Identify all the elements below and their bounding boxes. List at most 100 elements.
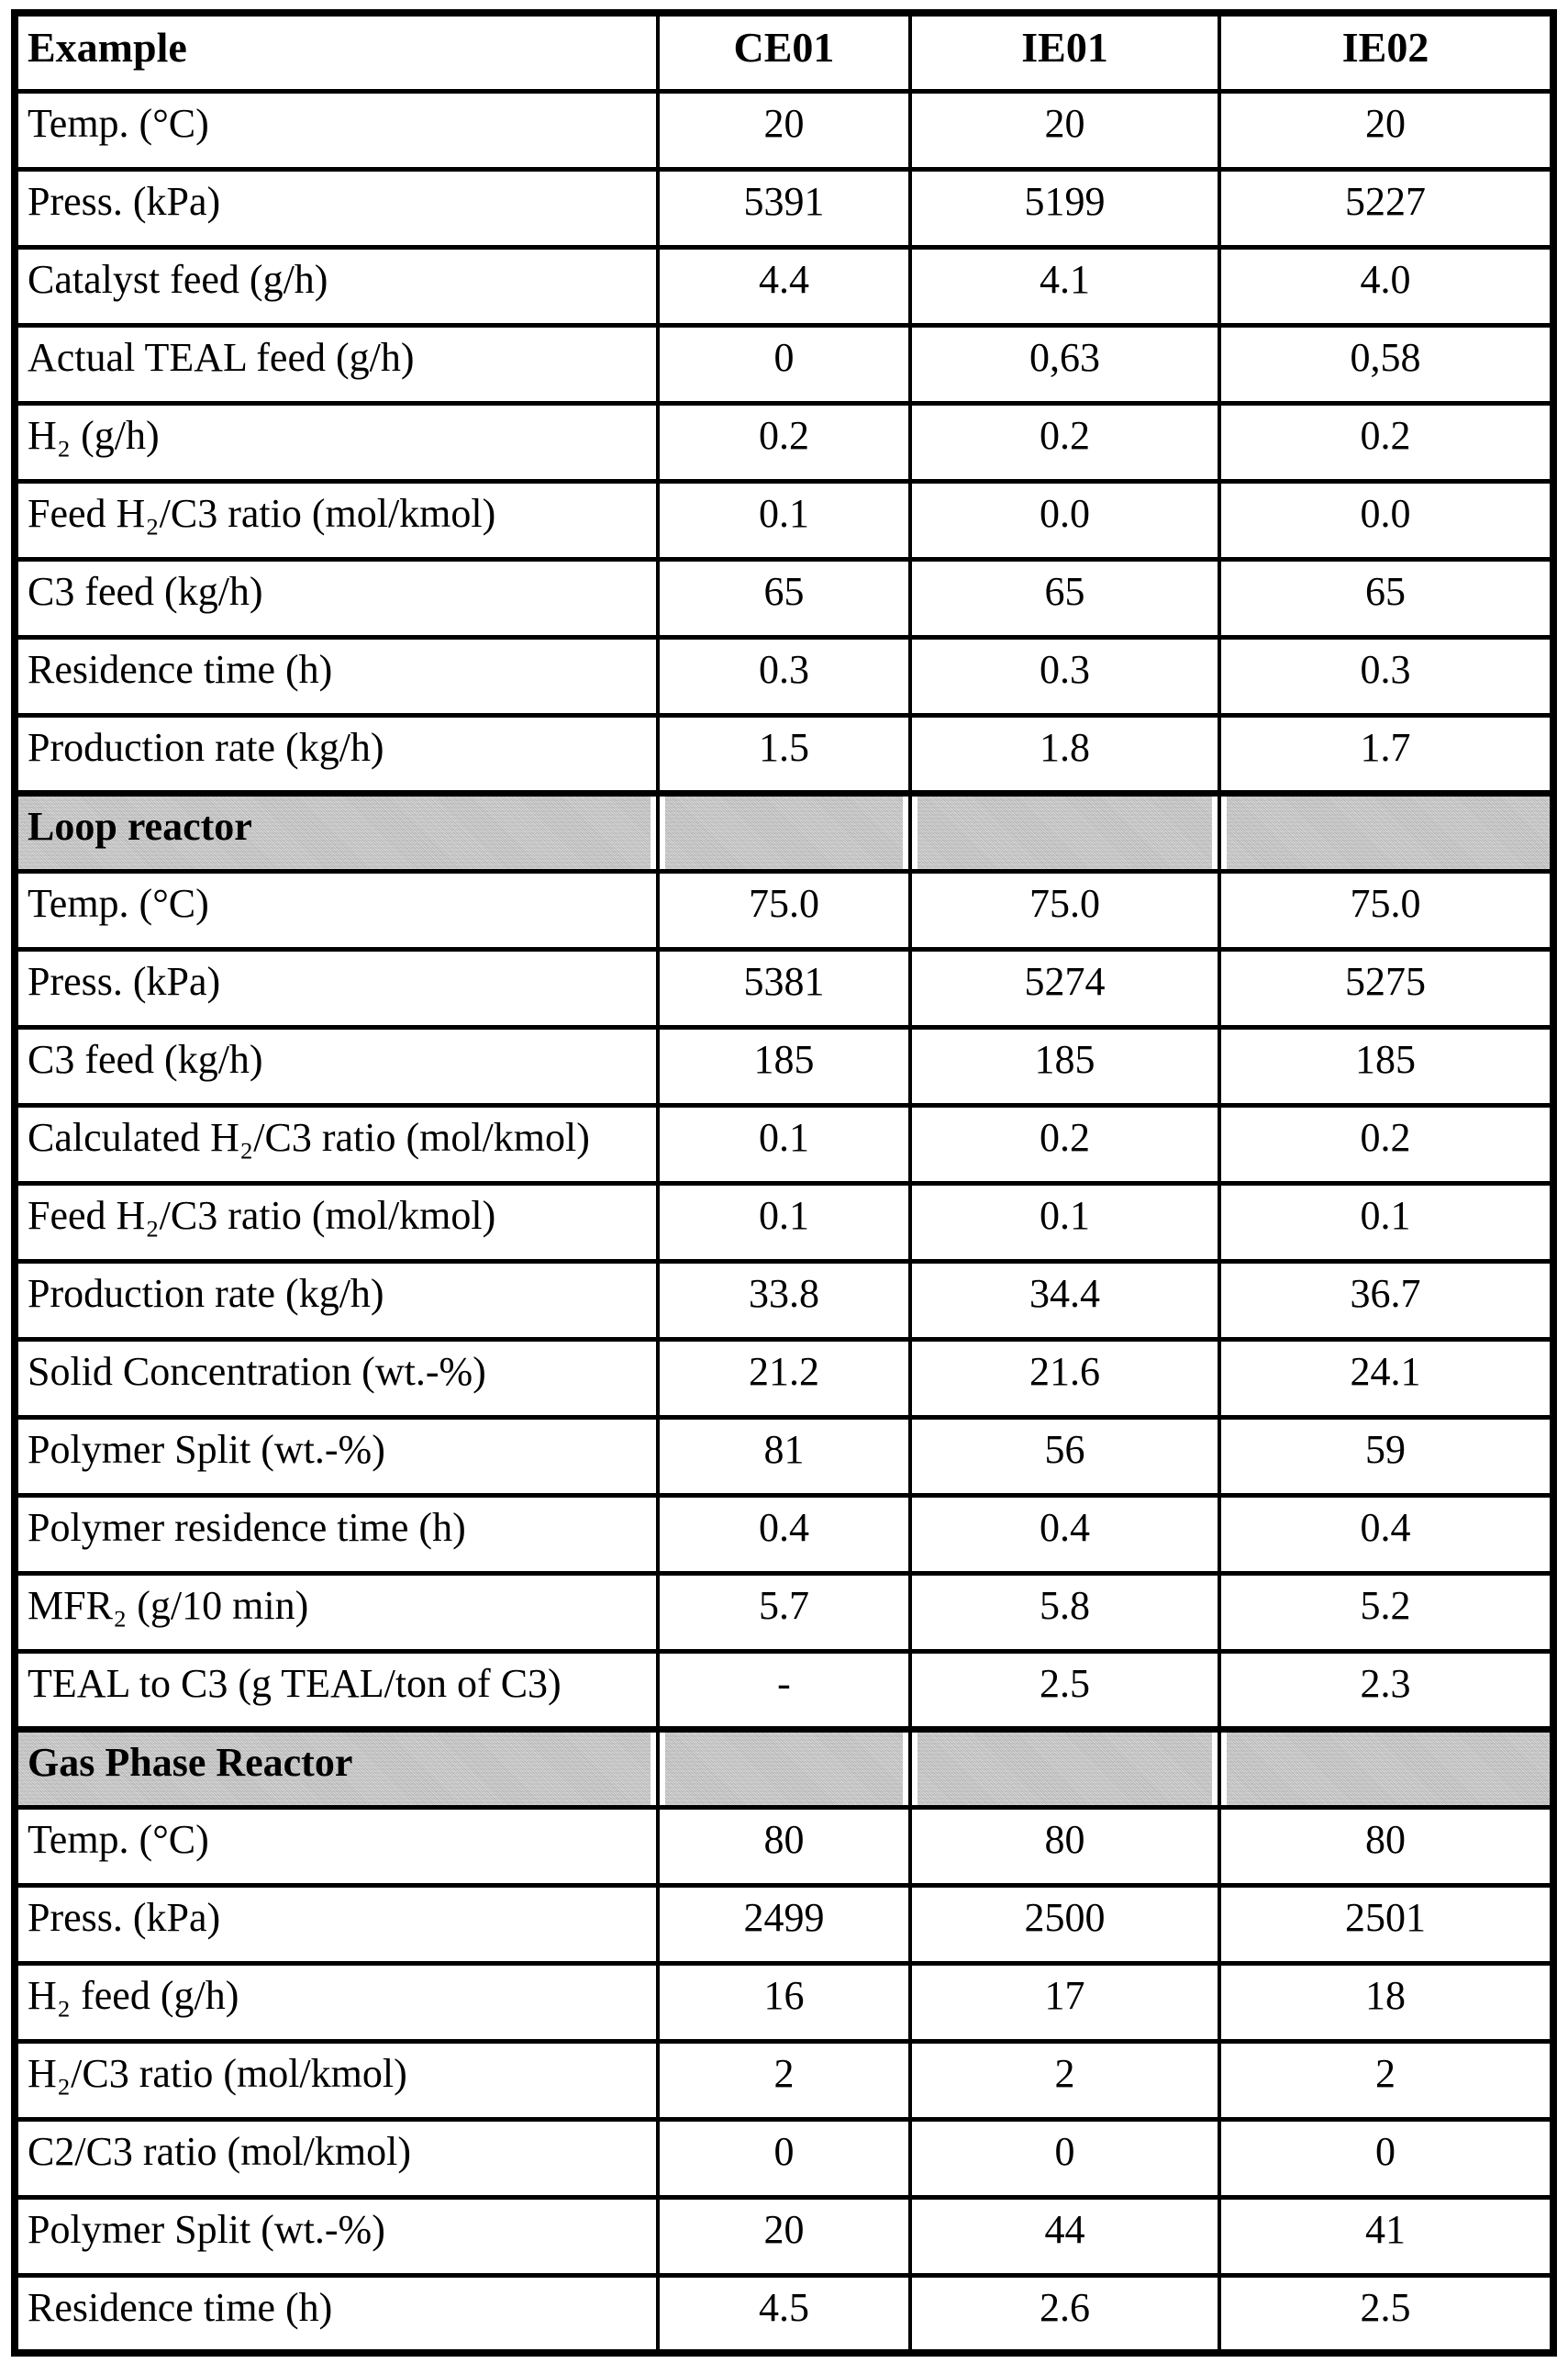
value-cell: 80 [655, 1804, 913, 1888]
row-label: H₂ feed (g/h) [13, 1960, 660, 2044]
table-row: H₂/C3 ratio (mol/kmol) 2 2 2 [13, 2038, 1555, 2122]
row-label: Temp. (°C) [13, 88, 660, 172]
value-cell: 185 [907, 1024, 1222, 1108]
value-cell: 17 [907, 1960, 1222, 2044]
value-cell: 0.1 [907, 1180, 1222, 1264]
row-label: Polymer Split (wt.-%) [13, 2194, 660, 2278]
table-row: C3 feed (kg/h) 185 185 185 [13, 1024, 1555, 1108]
row-label: C2/C3 ratio (mol/kmol) [13, 2116, 660, 2200]
table-row: Temp. (°C) 80 80 80 [13, 1804, 1555, 1888]
row-label: Polymer Split (wt.-%) [13, 1414, 660, 1498]
value-cell: 0.4 [655, 1492, 913, 1576]
row-label: MFR₂ (g/10 min) [13, 1570, 660, 1654]
table-row: Polymer Split (wt.-%) 81 56 59 [13, 1414, 1555, 1498]
value-cell: 0.3 [907, 634, 1222, 718]
row-label: Temp. (°C) [13, 868, 660, 952]
value-cell: 4.0 [1218, 244, 1555, 328]
table-row: Catalyst feed (g/h) 4.4 4.1 4.0 [13, 244, 1555, 328]
row-label: H₂ (g/h) [13, 400, 660, 484]
row-label: Feed H₂/C3 ratio (mol/kmol) [13, 1180, 660, 1264]
table-row: H₂ (g/h) 0.2 0.2 0.2 [13, 400, 1555, 484]
value-cell: 5.2 [1218, 1570, 1555, 1654]
value-cell: 65 [907, 556, 1222, 640]
column-header-ie02: IE02 [1218, 10, 1555, 94]
table-row: Residence time (h) 0.3 0.3 0.3 [13, 634, 1555, 718]
value-cell: 18 [1218, 1960, 1555, 2044]
value-cell: 2.5 [1218, 2272, 1555, 2356]
table-row: Polymer residence time (h) 0.4 0.4 0.4 [13, 1492, 1555, 1576]
value-cell: 0.0 [1218, 478, 1555, 562]
value-cell: 65 [1218, 556, 1555, 640]
value-cell: 36.7 [1218, 1258, 1555, 1342]
table-row: MFR₂ (g/10 min) 5.7 5.8 5.2 [13, 1570, 1555, 1654]
value-cell: 0 [655, 322, 913, 406]
value-cell: 5.8 [907, 1570, 1222, 1654]
value-cell: 0.1 [655, 1180, 913, 1264]
value-cell: 0.4 [1218, 1492, 1555, 1576]
value-cell: 2501 [1218, 1882, 1555, 1966]
row-label: Production rate (kg/h) [13, 712, 660, 796]
table-row: Feed H₂/C3 ratio (mol/kmol) 0.1 0.0 0.0 [13, 478, 1555, 562]
table-row: Residence time (h) 4.5 2.6 2.5 [13, 2272, 1555, 2356]
value-cell: 4.5 [655, 2272, 913, 2356]
value-cell: 0.2 [907, 400, 1222, 484]
value-cell: 1.7 [1218, 712, 1555, 796]
value-cell: 75.0 [907, 868, 1222, 952]
value-cell: 75.0 [655, 868, 913, 952]
value-cell: 2 [907, 2038, 1222, 2122]
value-cell: 21.2 [655, 1336, 913, 1420]
value-cell: 20 [1218, 88, 1555, 172]
value-cell: 34.4 [907, 1258, 1222, 1342]
table-row: Production rate (kg/h) 33.8 34.4 36.7 [13, 1258, 1555, 1342]
value-cell: 185 [1218, 1024, 1555, 1108]
section-empty-cell [655, 789, 913, 874]
value-cell: 21.6 [907, 1336, 1222, 1420]
section-empty-cell [1218, 789, 1555, 874]
value-cell: 5391 [655, 166, 913, 250]
table-row: Production rate (kg/h) 1.5 1.8 1.7 [13, 712, 1555, 796]
value-cell: 81 [655, 1414, 913, 1498]
value-cell: 80 [1218, 1804, 1555, 1888]
row-label: Polymer residence time (h) [13, 1492, 660, 1576]
value-cell: 0.2 [907, 1102, 1222, 1186]
value-cell: 2 [1218, 2038, 1555, 2122]
value-cell: 2.5 [907, 1648, 1222, 1732]
table-row: Solid Concentration (wt.-%) 21.2 21.6 24.1 [13, 1336, 1555, 1420]
value-cell: 1.8 [907, 712, 1222, 796]
value-cell: 44 [907, 2194, 1222, 2278]
row-label: Actual TEAL feed (g/h) [13, 322, 660, 406]
value-cell: 2499 [655, 1882, 913, 1966]
value-cell: 4.1 [907, 244, 1222, 328]
value-cell: 0 [907, 2116, 1222, 2200]
value-cell: 0.4 [907, 1492, 1222, 1576]
table-row: C3 feed (kg/h) 65 65 65 [13, 556, 1555, 640]
value-cell: - [655, 1648, 913, 1732]
value-cell: 5199 [907, 166, 1222, 250]
row-label: H₂/C3 ratio (mol/kmol) [13, 2038, 660, 2122]
table-row: C2/C3 ratio (mol/kmol) 0 0 0 [13, 2116, 1555, 2200]
row-label: Residence time (h) [13, 2272, 660, 2356]
section-row-loop-reactor: Loop reactor [13, 789, 1555, 874]
row-label: Press. (kPa) [13, 1882, 660, 1966]
value-cell: 5.7 [655, 1570, 913, 1654]
value-cell: 0.1 [1218, 1180, 1555, 1264]
section-empty-cell [907, 789, 1222, 874]
table-row: TEAL to C3 (g TEAL/ton of C3) -2.5 2.3 [13, 1648, 1555, 1732]
value-cell: 41 [1218, 2194, 1555, 2278]
table-row: Calculated H₂/C3 ratio (mol/kmol) 0.1 0.2 0… [13, 1102, 1555, 1186]
row-label: C3 feed (kg/h) [13, 1024, 660, 1108]
value-cell: 0.2 [1218, 1102, 1555, 1186]
row-label: Press. (kPa) [13, 166, 660, 250]
value-cell: 65 [655, 556, 913, 640]
value-cell: 5274 [907, 946, 1222, 1030]
value-cell: 5227 [1218, 166, 1555, 250]
table-body: Temp. (°C) 20 20 20 Press. (kPa) 5391 5199 5227… [13, 88, 1555, 2356]
value-cell: 1.5 [655, 712, 913, 796]
value-cell: 16 [655, 1960, 913, 2044]
table-row: Polymer Split (wt.-%) 20 44 41 [13, 2194, 1555, 2278]
value-cell: 0 [655, 2116, 913, 2200]
table-row: Feed H₂/C3 ratio (mol/kmol) 0.1 0.1 0.1 [13, 1180, 1555, 1264]
value-cell: 0 [1218, 2116, 1555, 2200]
section-empty-cell [907, 1725, 1222, 1810]
